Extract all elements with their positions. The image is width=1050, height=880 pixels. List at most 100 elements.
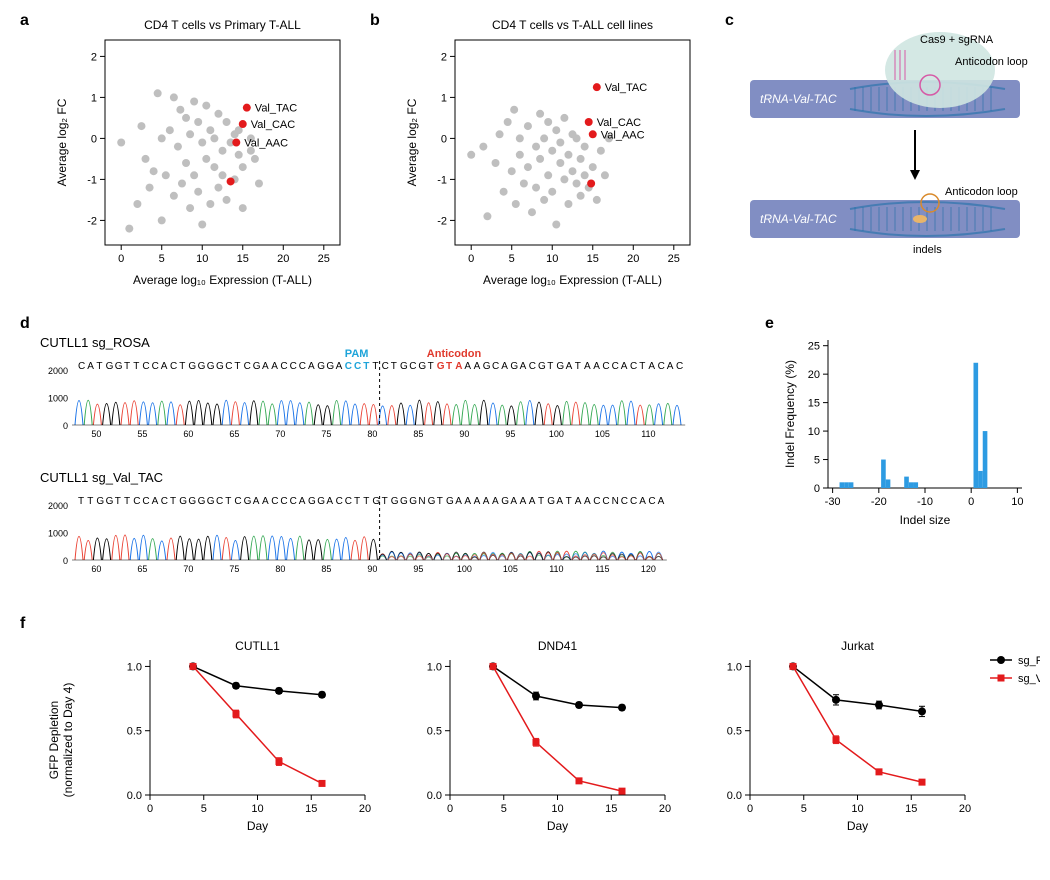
svg-text:T: T	[547, 361, 553, 372]
svg-text:T: T	[234, 361, 240, 372]
svg-text:A: A	[529, 496, 536, 507]
svg-text:0: 0	[441, 133, 447, 145]
svg-text:T: T	[428, 361, 434, 372]
panel-e: -30-20-100100510152025Indel sizeIndel Fr…	[780, 330, 1030, 530]
svg-text:A: A	[152, 496, 159, 507]
panel-c-label: c	[725, 12, 734, 30]
svg-text:(normalized to Day 4): (normalized to Day 4)	[61, 683, 75, 798]
svg-text:T: T	[446, 361, 452, 372]
svg-text:C: C	[290, 361, 297, 372]
svg-text:G: G	[198, 496, 206, 507]
svg-text:G: G	[179, 496, 187, 507]
svg-text:A: A	[455, 496, 462, 507]
svg-text:85: 85	[413, 429, 423, 439]
svg-text:85: 85	[321, 564, 331, 574]
svg-text:100: 100	[457, 564, 472, 574]
svg-text:C: C	[612, 361, 619, 372]
svg-text:A: A	[271, 361, 278, 372]
svg-text:G: G	[400, 361, 408, 372]
svg-text:CUTLL1: CUTLL1	[235, 639, 280, 653]
svg-text:G: G	[115, 361, 123, 372]
svg-text:5: 5	[501, 803, 507, 815]
svg-text:A: A	[584, 496, 591, 507]
svg-text:Jurkat: Jurkat	[841, 639, 874, 653]
svg-text:A: A	[474, 361, 481, 372]
svg-text:C: C	[529, 361, 536, 372]
svg-text:15: 15	[905, 803, 917, 815]
svg-text:G: G	[483, 361, 491, 372]
svg-text:T: T	[170, 496, 176, 507]
svg-text:0: 0	[118, 253, 124, 265]
svg-text:0.0: 0.0	[427, 790, 442, 802]
svg-text:G: G	[510, 361, 518, 372]
svg-text:T: T	[225, 496, 231, 507]
svg-text:0.5: 0.5	[127, 726, 142, 738]
svg-text:T: T	[363, 361, 369, 372]
svg-text:2: 2	[441, 51, 447, 63]
svg-text:C: C	[354, 361, 361, 372]
svg-text:C: C	[271, 496, 278, 507]
svg-text:A: A	[455, 361, 462, 372]
svg-text:10: 10	[251, 803, 263, 815]
svg-text:G: G	[501, 496, 509, 507]
svg-text:C: C	[216, 496, 223, 507]
svg-text:C: C	[630, 496, 637, 507]
svg-text:Indel Frequency (%): Indel Frequency (%)	[783, 360, 797, 468]
svg-text:G: G	[538, 361, 546, 372]
svg-text:1.0: 1.0	[727, 661, 742, 673]
svg-text:65: 65	[229, 429, 239, 439]
svg-text:105: 105	[503, 564, 518, 574]
svg-text:110: 110	[549, 564, 563, 574]
svg-text:sg_Val_TAC: sg_Val_TAC	[1018, 673, 1040, 685]
svg-text:0: 0	[447, 803, 453, 815]
svg-text:10: 10	[1011, 496, 1023, 508]
svg-text:C: C	[492, 361, 499, 372]
svg-text:CUTLL1 sg_Val_TAC: CUTLL1 sg_Val_TAC	[40, 470, 163, 485]
svg-text:105: 105	[595, 429, 610, 439]
svg-text:G: G	[207, 361, 215, 372]
svg-text:2000: 2000	[48, 501, 68, 511]
svg-text:A: A	[483, 496, 490, 507]
svg-text:C: C	[621, 496, 628, 507]
svg-text:G: G	[400, 496, 408, 507]
panel-b-label: b	[370, 12, 380, 30]
svg-text:C: C	[78, 361, 85, 372]
svg-text:55: 55	[137, 429, 147, 439]
svg-text:A: A	[667, 361, 674, 372]
svg-text:C: C	[290, 496, 297, 507]
svg-text:-30: -30	[825, 496, 841, 508]
svg-text:0: 0	[63, 421, 68, 431]
svg-text:A: A	[464, 361, 471, 372]
panel-e-label: e	[765, 315, 774, 333]
panel-d-label: d	[20, 315, 30, 333]
svg-text:70: 70	[183, 564, 193, 574]
svg-text:2: 2	[91, 51, 97, 63]
svg-text:C: C	[336, 496, 343, 507]
svg-text:C: C	[630, 361, 637, 372]
svg-text:G: G	[428, 496, 436, 507]
svg-text:1000: 1000	[48, 529, 68, 539]
svg-text:75: 75	[229, 564, 239, 574]
svg-text:G: G	[391, 496, 399, 507]
svg-text:A: A	[326, 496, 333, 507]
svg-text:A: A	[308, 361, 315, 372]
svg-text:T: T	[96, 361, 102, 372]
svg-text:T: T	[372, 361, 378, 372]
svg-text:15: 15	[605, 803, 617, 815]
svg-text:C: C	[280, 361, 287, 372]
svg-text:-2: -2	[437, 215, 447, 227]
svg-text:G: G	[326, 361, 334, 372]
svg-text:A: A	[575, 496, 582, 507]
svg-text:sg_ROSA: sg_ROSA	[1018, 655, 1040, 667]
svg-text:A: A	[464, 496, 471, 507]
svg-text:A: A	[621, 361, 628, 372]
svg-text:A: A	[593, 361, 600, 372]
svg-text:CUTLL1 sg_ROSA: CUTLL1 sg_ROSA	[40, 335, 150, 350]
panel-a: CD4 T cells vs Primary T-ALL0510152025-2…	[50, 15, 350, 290]
svg-text:120: 120	[641, 564, 656, 574]
svg-text:A: A	[639, 496, 646, 507]
svg-text:10: 10	[551, 803, 563, 815]
svg-text:Average log₂ FC: Average log₂ FC	[55, 98, 69, 186]
svg-text:G: G	[216, 361, 224, 372]
svg-text:20: 20	[277, 253, 289, 265]
